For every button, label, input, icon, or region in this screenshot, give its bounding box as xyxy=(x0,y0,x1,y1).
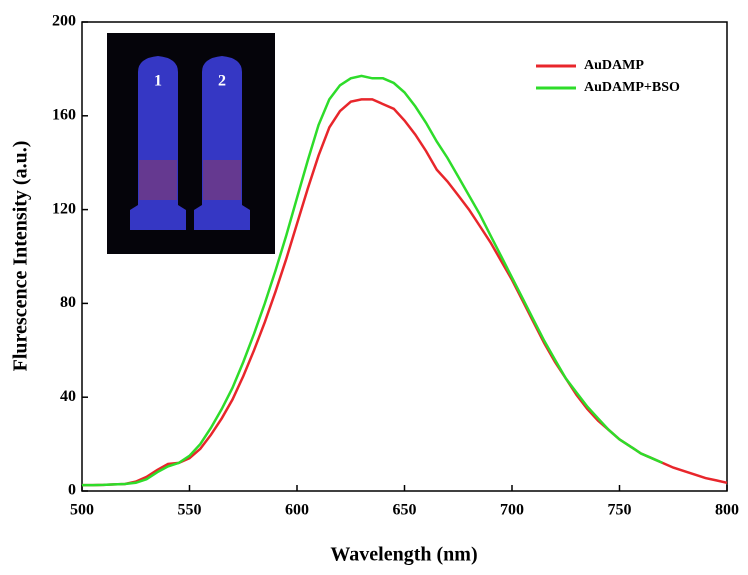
y-tick-label: 80 xyxy=(60,294,76,311)
y-tick-label: 120 xyxy=(52,200,76,217)
x-axis-title: Wavelength (nm) xyxy=(330,544,477,566)
data-line xyxy=(82,74,664,487)
inset-photo: 1 2 xyxy=(107,33,275,254)
y-tick-label: 0 xyxy=(68,482,76,499)
y-tick-label: 160 xyxy=(52,106,76,123)
y-axis-title: Flurescence Intensity (a.u.) xyxy=(10,141,32,372)
y-tick-label: 200 xyxy=(52,13,76,30)
x-tick-label: 800 xyxy=(715,502,739,519)
plot-frame xyxy=(81,21,728,492)
inset-label: 2 xyxy=(218,73,226,90)
legend-label: AuDAMP xyxy=(584,58,644,73)
x-tick-label: 600 xyxy=(285,502,309,519)
x-tick-label: 500 xyxy=(70,502,94,519)
x-tick-label: 750 xyxy=(608,502,632,519)
x-tick-label: 550 xyxy=(178,502,202,519)
x-tick-label: 700 xyxy=(500,502,524,519)
inset-label: 1 xyxy=(154,73,162,90)
x-tick-label: 650 xyxy=(393,502,417,519)
legend-label: AuDAMP+BSO xyxy=(584,80,680,95)
y-tick-label: 40 xyxy=(60,388,76,405)
